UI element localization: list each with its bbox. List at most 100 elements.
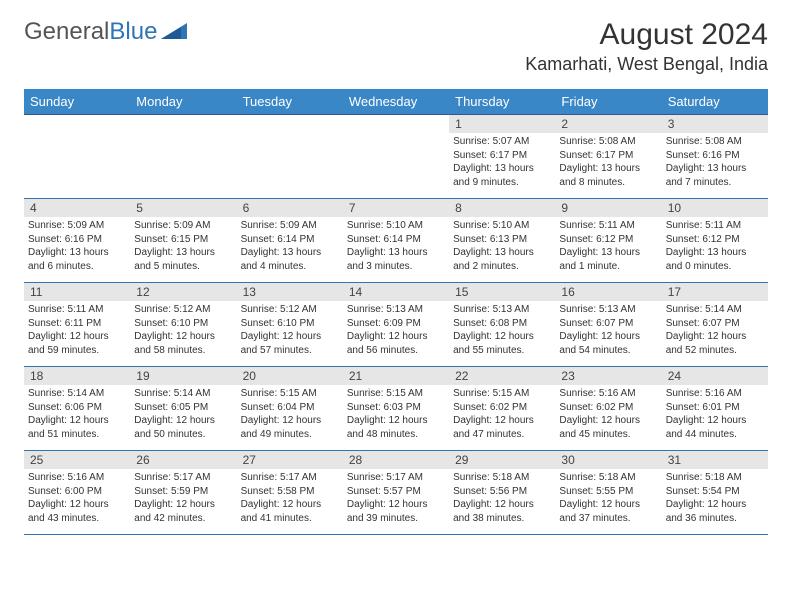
day-details: Sunrise: 5:11 AMSunset: 6:11 PMDaylight:… — [24, 301, 130, 359]
calendar-cell: 5Sunrise: 5:09 AMSunset: 6:15 PMDaylight… — [130, 199, 236, 283]
calendar-week-row: 25Sunrise: 5:16 AMSunset: 6:00 PMDayligh… — [24, 451, 768, 535]
day-number: 24 — [662, 367, 768, 385]
calendar-cell: 25Sunrise: 5:16 AMSunset: 6:00 PMDayligh… — [24, 451, 130, 535]
day-number: 13 — [237, 283, 343, 301]
day-number: 19 — [130, 367, 236, 385]
day-details: Sunrise: 5:14 AMSunset: 6:05 PMDaylight:… — [130, 385, 236, 443]
calendar-header-row: SundayMondayTuesdayWednesdayThursdayFrid… — [24, 89, 768, 115]
day-number: 1 — [449, 115, 555, 133]
day-number: 23 — [555, 367, 661, 385]
day-number: 28 — [343, 451, 449, 469]
day-details: Sunrise: 5:17 AMSunset: 5:57 PMDaylight:… — [343, 469, 449, 527]
day-details: Sunrise: 5:16 AMSunset: 6:02 PMDaylight:… — [555, 385, 661, 443]
calendar-cell — [24, 115, 130, 199]
calendar-cell: 22Sunrise: 5:15 AMSunset: 6:02 PMDayligh… — [449, 367, 555, 451]
calendar-cell: 16Sunrise: 5:13 AMSunset: 6:07 PMDayligh… — [555, 283, 661, 367]
day-number: 10 — [662, 199, 768, 217]
day-details: Sunrise: 5:09 AMSunset: 6:14 PMDaylight:… — [237, 217, 343, 275]
day-details: Sunrise: 5:18 AMSunset: 5:56 PMDaylight:… — [449, 469, 555, 527]
weekday-header: Friday — [555, 89, 661, 115]
calendar-cell: 29Sunrise: 5:18 AMSunset: 5:56 PMDayligh… — [449, 451, 555, 535]
title-block: August 2024 Kamarhati, West Bengal, Indi… — [525, 18, 768, 75]
day-details: Sunrise: 5:08 AMSunset: 6:17 PMDaylight:… — [555, 133, 661, 191]
day-details: Sunrise: 5:08 AMSunset: 6:16 PMDaylight:… — [662, 133, 768, 191]
day-details: Sunrise: 5:17 AMSunset: 5:58 PMDaylight:… — [237, 469, 343, 527]
day-details: Sunrise: 5:16 AMSunset: 6:01 PMDaylight:… — [662, 385, 768, 443]
day-number: 14 — [343, 283, 449, 301]
day-number: 4 — [24, 199, 130, 217]
day-details: Sunrise: 5:12 AMSunset: 6:10 PMDaylight:… — [237, 301, 343, 359]
day-details: Sunrise: 5:11 AMSunset: 6:12 PMDaylight:… — [662, 217, 768, 275]
day-number: 29 — [449, 451, 555, 469]
calendar-cell — [343, 115, 449, 199]
calendar-cell — [130, 115, 236, 199]
calendar-cell: 20Sunrise: 5:15 AMSunset: 6:04 PMDayligh… — [237, 367, 343, 451]
calendar-cell: 18Sunrise: 5:14 AMSunset: 6:06 PMDayligh… — [24, 367, 130, 451]
logo-triangle-icon — [161, 18, 187, 46]
day-details: Sunrise: 5:18 AMSunset: 5:55 PMDaylight:… — [555, 469, 661, 527]
logo: GeneralBlue — [24, 18, 187, 46]
calendar-week-row: 11Sunrise: 5:11 AMSunset: 6:11 PMDayligh… — [24, 283, 768, 367]
day-number: 31 — [662, 451, 768, 469]
calendar-cell: 26Sunrise: 5:17 AMSunset: 5:59 PMDayligh… — [130, 451, 236, 535]
calendar-cell: 19Sunrise: 5:14 AMSunset: 6:05 PMDayligh… — [130, 367, 236, 451]
calendar-cell: 24Sunrise: 5:16 AMSunset: 6:01 PMDayligh… — [662, 367, 768, 451]
calendar-cell: 9Sunrise: 5:11 AMSunset: 6:12 PMDaylight… — [555, 199, 661, 283]
day-details: Sunrise: 5:17 AMSunset: 5:59 PMDaylight:… — [130, 469, 236, 527]
calendar-cell: 6Sunrise: 5:09 AMSunset: 6:14 PMDaylight… — [237, 199, 343, 283]
calendar-cell: 7Sunrise: 5:10 AMSunset: 6:14 PMDaylight… — [343, 199, 449, 283]
month-title: August 2024 — [525, 18, 768, 52]
calendar-cell: 12Sunrise: 5:12 AMSunset: 6:10 PMDayligh… — [130, 283, 236, 367]
calendar-week-row: 1Sunrise: 5:07 AMSunset: 6:17 PMDaylight… — [24, 115, 768, 199]
day-number: 5 — [130, 199, 236, 217]
day-number: 9 — [555, 199, 661, 217]
calendar-cell: 8Sunrise: 5:10 AMSunset: 6:13 PMDaylight… — [449, 199, 555, 283]
calendar-cell: 13Sunrise: 5:12 AMSunset: 6:10 PMDayligh… — [237, 283, 343, 367]
weekday-header: Wednesday — [343, 89, 449, 115]
day-details: Sunrise: 5:10 AMSunset: 6:14 PMDaylight:… — [343, 217, 449, 275]
calendar-cell: 31Sunrise: 5:18 AMSunset: 5:54 PMDayligh… — [662, 451, 768, 535]
day-details: Sunrise: 5:10 AMSunset: 6:13 PMDaylight:… — [449, 217, 555, 275]
day-number: 2 — [555, 115, 661, 133]
day-number: 30 — [555, 451, 661, 469]
day-number: 17 — [662, 283, 768, 301]
calendar-cell: 1Sunrise: 5:07 AMSunset: 6:17 PMDaylight… — [449, 115, 555, 199]
day-number: 8 — [449, 199, 555, 217]
day-details: Sunrise: 5:15 AMSunset: 6:04 PMDaylight:… — [237, 385, 343, 443]
day-number: 18 — [24, 367, 130, 385]
day-number: 16 — [555, 283, 661, 301]
day-number: 7 — [343, 199, 449, 217]
day-details: Sunrise: 5:14 AMSunset: 6:06 PMDaylight:… — [24, 385, 130, 443]
day-details: Sunrise: 5:09 AMSunset: 6:16 PMDaylight:… — [24, 217, 130, 275]
calendar-week-row: 4Sunrise: 5:09 AMSunset: 6:16 PMDaylight… — [24, 199, 768, 283]
calendar-cell: 23Sunrise: 5:16 AMSunset: 6:02 PMDayligh… — [555, 367, 661, 451]
day-details: Sunrise: 5:13 AMSunset: 6:07 PMDaylight:… — [555, 301, 661, 359]
logo-text-2: Blue — [109, 18, 157, 46]
weekday-header: Monday — [130, 89, 236, 115]
calendar-cell: 15Sunrise: 5:13 AMSunset: 6:08 PMDayligh… — [449, 283, 555, 367]
day-number: 11 — [24, 283, 130, 301]
page-header: GeneralBlue August 2024 Kamarhati, West … — [0, 0, 792, 81]
day-number: 27 — [237, 451, 343, 469]
calendar-week-row: 18Sunrise: 5:14 AMSunset: 6:06 PMDayligh… — [24, 367, 768, 451]
day-details: Sunrise: 5:07 AMSunset: 6:17 PMDaylight:… — [449, 133, 555, 191]
location: Kamarhati, West Bengal, India — [525, 54, 768, 75]
day-number: 21 — [343, 367, 449, 385]
day-details: Sunrise: 5:13 AMSunset: 6:08 PMDaylight:… — [449, 301, 555, 359]
calendar-cell: 27Sunrise: 5:17 AMSunset: 5:58 PMDayligh… — [237, 451, 343, 535]
calendar-cell: 14Sunrise: 5:13 AMSunset: 6:09 PMDayligh… — [343, 283, 449, 367]
calendar-cell: 11Sunrise: 5:11 AMSunset: 6:11 PMDayligh… — [24, 283, 130, 367]
calendar-cell: 17Sunrise: 5:14 AMSunset: 6:07 PMDayligh… — [662, 283, 768, 367]
calendar-cell: 28Sunrise: 5:17 AMSunset: 5:57 PMDayligh… — [343, 451, 449, 535]
day-number: 12 — [130, 283, 236, 301]
day-number: 20 — [237, 367, 343, 385]
day-number: 3 — [662, 115, 768, 133]
day-details: Sunrise: 5:13 AMSunset: 6:09 PMDaylight:… — [343, 301, 449, 359]
calendar-body: 1Sunrise: 5:07 AMSunset: 6:17 PMDaylight… — [24, 115, 768, 535]
calendar-cell — [237, 115, 343, 199]
day-number: 26 — [130, 451, 236, 469]
calendar-cell: 4Sunrise: 5:09 AMSunset: 6:16 PMDaylight… — [24, 199, 130, 283]
day-details: Sunrise: 5:18 AMSunset: 5:54 PMDaylight:… — [662, 469, 768, 527]
calendar-cell: 10Sunrise: 5:11 AMSunset: 6:12 PMDayligh… — [662, 199, 768, 283]
weekday-header: Tuesday — [237, 89, 343, 115]
